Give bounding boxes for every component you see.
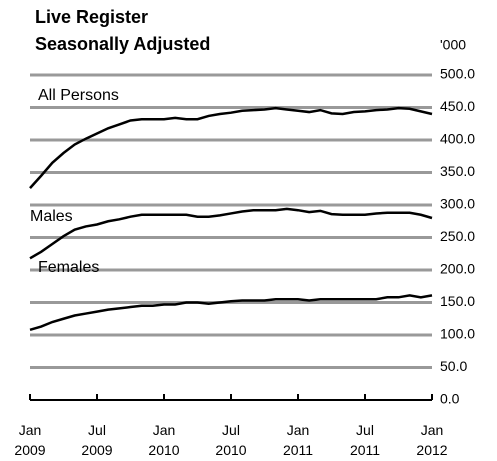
y-tick-label: 250.0	[440, 228, 475, 244]
y-tick-label: 100.0	[440, 326, 475, 342]
series-label: Males	[30, 208, 73, 225]
chart-title: Live Register	[35, 7, 148, 27]
y-tick-label: 350.0	[440, 163, 475, 179]
series-line	[29, 106, 433, 189]
y-tick-label: 300.0	[440, 196, 475, 212]
x-tick-label: Jul 2009	[81, 422, 113, 458]
unit-label: '000	[440, 37, 466, 53]
y-tick-label: 500.0	[440, 66, 475, 82]
x-tick-label: Jan 2010	[148, 422, 180, 458]
chart-subtitle: Seasonally Adjusted	[35, 34, 210, 54]
x-tick-label: Jul 2011	[349, 422, 381, 458]
x-tick-label: Jan 2011	[282, 422, 314, 458]
y-tick-label: 150.0	[440, 293, 475, 309]
series-label: All Persons	[38, 87, 119, 104]
x-tick-label: Jul 2010	[215, 422, 247, 458]
y-tick-label: 400.0	[440, 131, 475, 147]
x-tick-label: Jan 2009	[14, 422, 46, 458]
y-tick-label: 50.0	[440, 358, 467, 374]
x-tick-label: Jan 2012	[416, 422, 448, 458]
series-line	[29, 207, 433, 260]
y-tick-label: 450.0	[440, 98, 475, 114]
series-line	[29, 294, 433, 332]
y-tick-label: 200.0	[440, 261, 475, 277]
series-label: Females	[38, 259, 99, 276]
y-tick-label: 0.0	[440, 391, 460, 407]
